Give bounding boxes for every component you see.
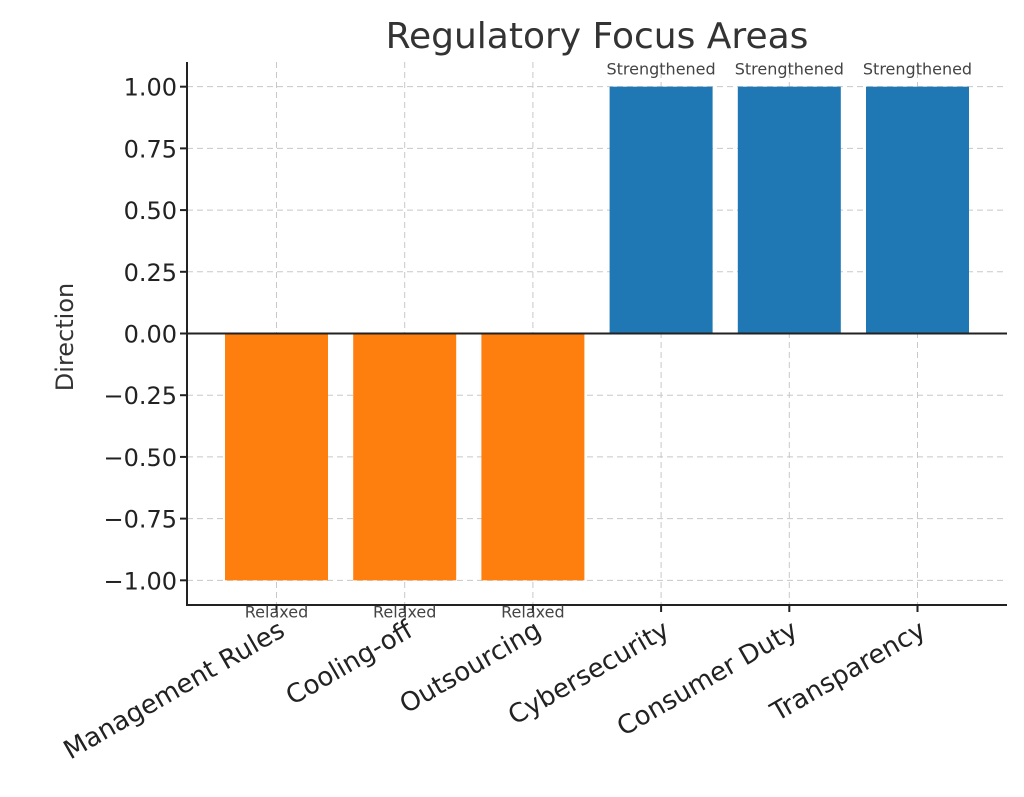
axis-frame bbox=[186, 62, 1007, 606]
bar-3 bbox=[609, 86, 713, 334]
data-label-5: Strengthened bbox=[863, 60, 972, 79]
data-label-4: Strengthened bbox=[735, 60, 844, 79]
y-tick-label-4: 0.00 bbox=[124, 321, 177, 349]
x-tick-label-0: Management Rules bbox=[59, 615, 290, 766]
y-tick-label-3: −0.25 bbox=[103, 382, 177, 410]
data-label-2: Relaxed bbox=[501, 602, 564, 621]
chart-title: Regulatory Focus Areas bbox=[386, 16, 809, 57]
y-tick-label-7: 0.75 bbox=[124, 135, 177, 163]
y-tick-label-0: −1.00 bbox=[103, 567, 177, 595]
bar-2 bbox=[481, 333, 585, 581]
y-tick-label-6: 0.50 bbox=[124, 197, 177, 225]
y-tick-label-5: 0.25 bbox=[124, 259, 177, 287]
bar-4 bbox=[737, 86, 841, 334]
y-tick-label-2: −0.50 bbox=[103, 444, 177, 472]
bar-5 bbox=[866, 86, 969, 334]
axes bbox=[180, 62, 1007, 612]
bars bbox=[225, 86, 969, 581]
y-tick-label-8: 1.00 bbox=[124, 74, 177, 102]
data-label-0: Relaxed bbox=[245, 602, 308, 621]
data-label-1: Relaxed bbox=[373, 602, 436, 621]
bar-1 bbox=[353, 333, 457, 581]
y-axis-label: Direction bbox=[51, 283, 79, 391]
data-label-3: Strengthened bbox=[606, 60, 715, 79]
bar-0 bbox=[225, 333, 328, 581]
y-tick-label-1: −0.75 bbox=[103, 506, 177, 534]
